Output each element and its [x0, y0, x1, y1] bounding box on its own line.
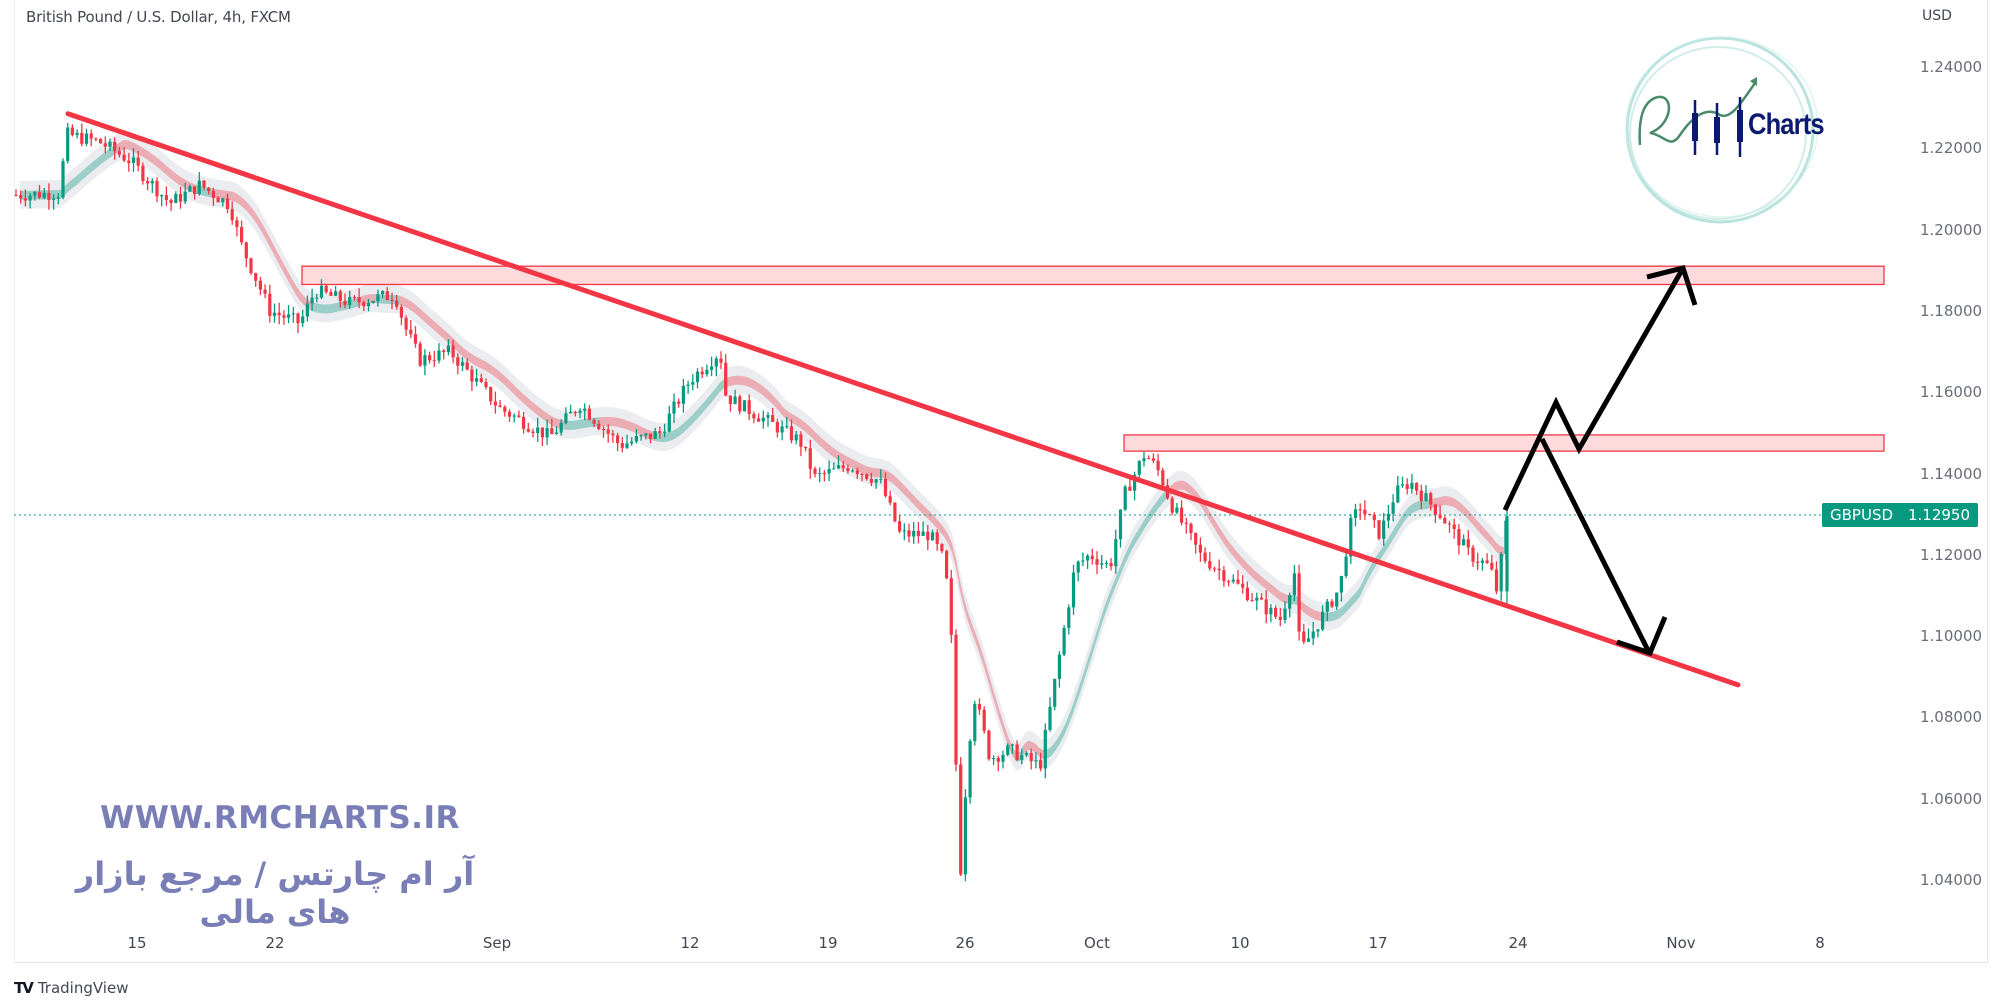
- arrowhead-down-icon: [1616, 616, 1668, 657]
- price-tick-label: 1.04000: [1920, 871, 1983, 889]
- time-tick-label: 12: [680, 934, 700, 952]
- time-tick-label: Nov: [1666, 934, 1696, 952]
- resistance-zones[interactable]: [301, 265, 1885, 452]
- tradingview-label: TradingView: [37, 979, 129, 997]
- price-tick-label: 1.22000: [1920, 139, 1983, 158]
- rmcharts-logo: [1625, 36, 1819, 224]
- moving-average-ribbon: [20, 129, 1504, 771]
- chart-pane[interactable]: [14, 0, 1988, 963]
- chart-title: British Pound / U.S. Dollar, 4h, FXCM: [26, 8, 291, 26]
- watermark-persian: آر ام چارتس / مرجع بازار های مالی: [75, 855, 475, 931]
- price-tick-label: 1.08000: [1920, 708, 1983, 727]
- time-tick-label: 15: [127, 934, 147, 952]
- price-tick-label: 1.12000: [1920, 545, 1983, 564]
- price-tick-label: 1.14000: [1920, 464, 1983, 483]
- time-tick-label: 22: [265, 934, 285, 952]
- tradingview-icon: TV: [14, 979, 34, 997]
- resistance-zone[interactable]: [1123, 434, 1885, 452]
- time-tick-label: 10: [1230, 934, 1250, 952]
- watermark-url: WWW.RMCHARTS.IR: [100, 800, 460, 836]
- price-tick-label: 1.16000: [1920, 383, 1983, 402]
- time-tick-label: Oct: [1084, 934, 1110, 952]
- time-tick-label: 8: [1815, 934, 1825, 952]
- candlesticks: [14, 123, 1509, 882]
- bearish-scenario-arrow[interactable]: [1539, 437, 1653, 656]
- arrowhead-up-icon: [1646, 265, 1698, 306]
- price-tick-label: 1.06000: [1920, 789, 1983, 808]
- price-axis-currency: USD: [1922, 8, 1952, 24]
- descending-trendline[interactable]: [65, 111, 1741, 688]
- time-tick-label: Sep: [482, 934, 512, 952]
- price-tag-symbol: GBPUSD: [1830, 506, 1894, 524]
- resistance-zone[interactable]: [301, 265, 1885, 286]
- time-tick-label: 26: [955, 934, 975, 952]
- price-tick-label: 1.10000: [1920, 627, 1983, 646]
- tradingview-logo[interactable]: TV TradingView: [14, 979, 128, 997]
- time-tick-label: 19: [818, 934, 838, 952]
- price-tag-value: 1.12950: [1907, 506, 1970, 524]
- time-tick-label: 17: [1368, 934, 1388, 952]
- time-tick-label: 24: [1508, 934, 1528, 952]
- last-price-label: GBPUSD 1.12950: [1822, 503, 1978, 527]
- price-tick-label: 1.24000: [1920, 58, 1983, 76]
- logo-text: Charts: [1748, 108, 1825, 141]
- scenario-arrows[interactable]: [1502, 265, 1698, 657]
- price-tick-label: 1.18000: [1920, 301, 1983, 320]
- price-tick-label: 1.20000: [1920, 220, 1983, 239]
- bullish-scenario-arrow[interactable]: [1502, 266, 1686, 512]
